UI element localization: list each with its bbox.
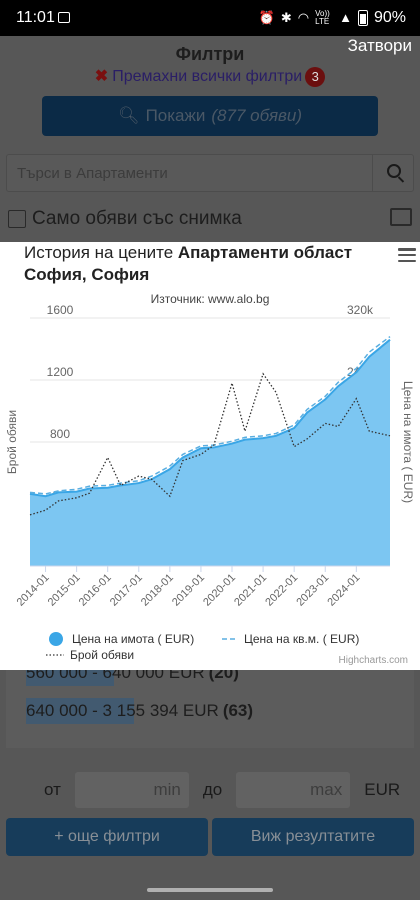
x-tick-label: 2019-01 xyxy=(170,572,207,609)
chart-title: История на цените Апартаменти област Соф… xyxy=(24,242,394,286)
clear-filters-link[interactable]: ✖ Премахни всички филтри 3 xyxy=(0,66,420,87)
view-results-button[interactable]: Виж резултатите xyxy=(212,818,414,856)
search-input[interactable]: Търси в Апартаменти xyxy=(6,154,414,192)
currency-label: EUR xyxy=(364,780,401,799)
menu-icon[interactable] xyxy=(398,248,416,262)
x-tick-label: 2021-01 xyxy=(232,572,269,609)
max-price-input[interactable]: max xyxy=(236,772,351,808)
photo-only-label: Само обяви със снимка xyxy=(32,208,242,229)
x-tick-label: 2015-01 xyxy=(46,572,83,609)
close-icon: ✖ xyxy=(94,68,109,85)
filters-count-badge: 3 xyxy=(305,67,326,87)
x-tick-label: 2018-01 xyxy=(139,572,176,609)
more-filters-button[interactable]: + още филтри xyxy=(6,818,208,856)
from-label: от xyxy=(44,780,61,799)
x-tick-label: 2022-01 xyxy=(263,572,300,609)
chart-title-prefix: История на цените xyxy=(24,243,178,262)
checkbox[interactable] xyxy=(8,210,26,228)
chart-source: Източник: www.alo.bg xyxy=(150,292,270,306)
y-right-axis-title: Цена на имота ( EUR) xyxy=(401,381,415,503)
y-left-tick-label: 1200 xyxy=(47,365,74,379)
legend-label-count: Брой обяви xyxy=(70,648,134,662)
x-tick-label: 2014-01 xyxy=(15,572,52,609)
clear-filters-label: Премахни всички филтри xyxy=(112,68,303,85)
volte-icon: Vo)) LTE xyxy=(315,9,330,26)
min-price-input[interactable]: min xyxy=(74,772,189,808)
y-left-tick-label: 800 xyxy=(50,427,70,441)
status-bar: 11:01 ⏰ ✱ ◠ Vo)) LTE ▲ 90% xyxy=(0,0,420,36)
search-icon: 🔍︎ xyxy=(117,106,140,125)
photo-only-checkbox[interactable]: Само обяви със снимка xyxy=(8,208,242,230)
range-count: (63) xyxy=(222,701,254,720)
x-tick-label: 2023-01 xyxy=(294,572,331,609)
to-label: до xyxy=(202,780,223,799)
gallery-icon xyxy=(58,12,70,23)
show-label: Покажи xyxy=(145,106,206,125)
price-history-chart: 040080012001600080k160k240k320kБрой обяв… xyxy=(5,303,415,662)
show-count: (877 обяви) xyxy=(211,106,303,125)
status-icons: ⏰ ✱ ◠ Vo)) LTE ▲ 90% xyxy=(259,9,406,27)
signal-icon: ▲ xyxy=(339,10,352,25)
x-tick-label: 2020-01 xyxy=(201,572,238,609)
price-series-line xyxy=(29,338,391,498)
legend-label-sqm: Цена на кв.м. ( EUR) xyxy=(244,632,359,646)
search-divider xyxy=(372,155,373,191)
range-label: 640 000 - 3 155 394 EUR xyxy=(26,701,219,720)
y-left-tick-label: 1600 xyxy=(47,303,74,317)
price-area xyxy=(30,339,390,566)
image-icon xyxy=(390,208,412,226)
sqm-series-line xyxy=(29,335,391,495)
alarm-icon: ⏰ xyxy=(258,10,275,25)
wifi-icon: ◠ xyxy=(297,10,310,25)
home-indicator[interactable] xyxy=(147,888,273,892)
bluetooth-icon: ✱ xyxy=(280,10,292,25)
price-range-inputs: от min до max EUR xyxy=(44,772,400,808)
legend-label-price: Цена на имота ( EUR) xyxy=(72,632,194,646)
chart-title-region: Апартаменти област София, София xyxy=(24,243,353,284)
legend-marker-price xyxy=(49,632,63,646)
price-range-row[interactable]: 640 000 - 3 155 394 EUR (63) xyxy=(26,698,253,724)
y-left-axis-title: Брой обяви xyxy=(5,410,19,474)
search-placeholder: Търси в Апартаменти xyxy=(17,165,168,182)
x-tick-label: 2024-01 xyxy=(325,572,362,609)
filters-title: Филтри xyxy=(175,44,245,64)
battery-icon xyxy=(357,10,368,26)
highcharts-credits[interactable]: Highcharts.com xyxy=(338,655,408,666)
show-results-button[interactable]: 🔍︎ Покажи (877 обяви) xyxy=(42,96,378,136)
close-button[interactable]: Затвори xyxy=(347,36,412,55)
search-icon[interactable] xyxy=(387,164,401,178)
range-bar xyxy=(26,698,134,724)
y-right-tick-label: 320k xyxy=(347,303,374,317)
status-time: 11:01 xyxy=(16,9,55,26)
battery-percent: 90% xyxy=(373,9,406,26)
x-tick-label: 2016-01 xyxy=(77,572,114,609)
x-tick-label: 2017-01 xyxy=(108,572,145,609)
price-history-modal: 040080012001600080k160k240k320kБрой обяв… xyxy=(0,242,420,670)
